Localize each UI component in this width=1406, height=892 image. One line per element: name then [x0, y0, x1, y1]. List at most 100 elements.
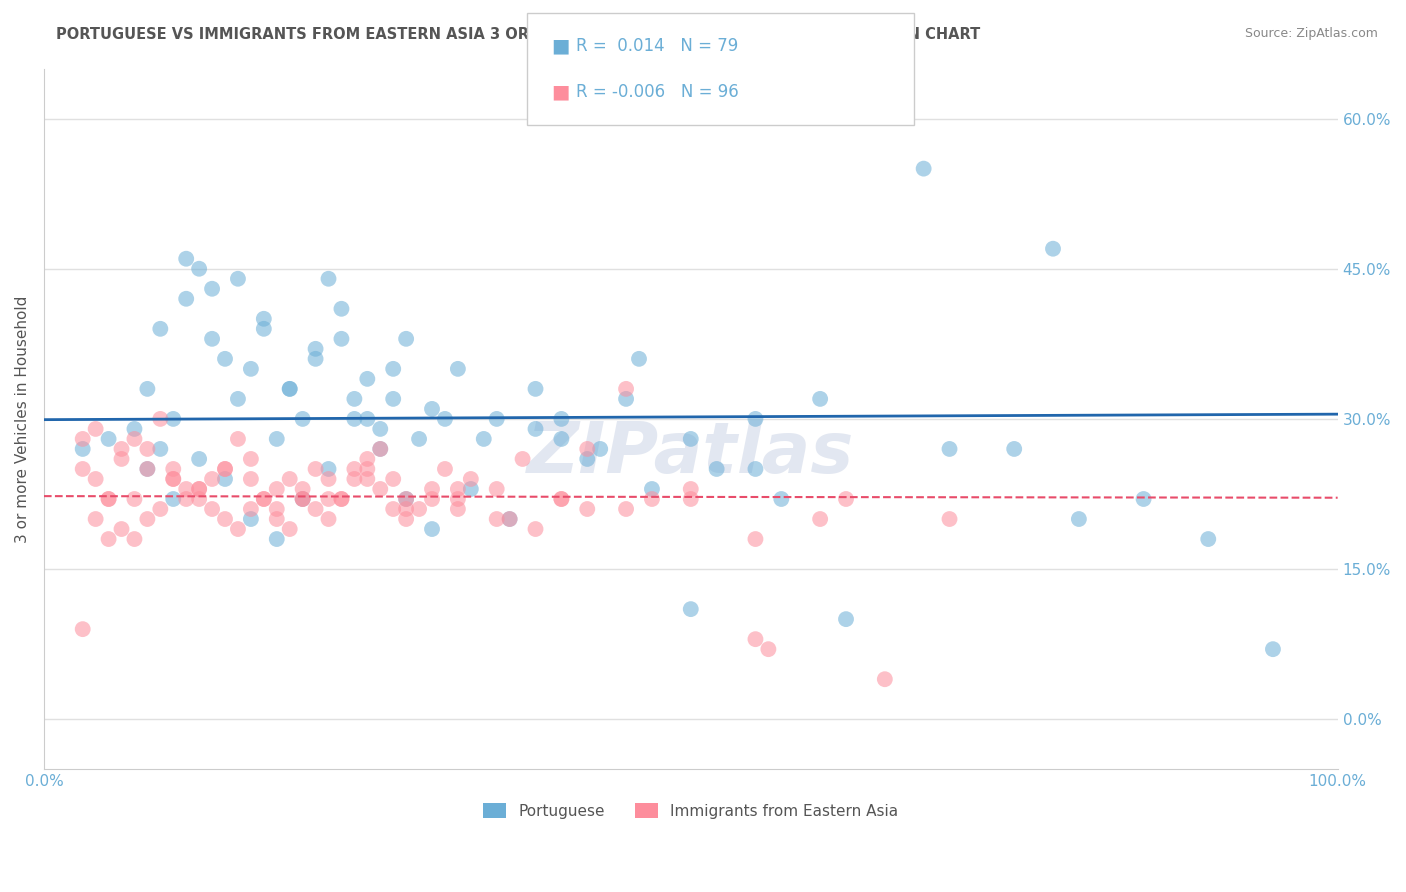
- Point: [524, 522, 547, 536]
- Point: [97, 432, 120, 446]
- Point: [343, 412, 366, 426]
- Point: [110, 442, 132, 456]
- Point: [485, 482, 508, 496]
- Point: [304, 462, 326, 476]
- Point: [304, 502, 326, 516]
- Point: [744, 532, 766, 546]
- Point: [214, 472, 236, 486]
- Point: [614, 382, 637, 396]
- Point: [576, 452, 599, 467]
- Point: [266, 482, 288, 496]
- Point: [912, 161, 935, 176]
- Point: [149, 502, 172, 516]
- Point: [368, 422, 391, 436]
- Text: ■: ■: [551, 37, 569, 56]
- Point: [550, 491, 572, 506]
- Point: [330, 491, 353, 506]
- Point: [188, 482, 211, 496]
- Point: [214, 462, 236, 476]
- Point: [343, 462, 366, 476]
- Point: [512, 452, 534, 467]
- Point: [576, 442, 599, 456]
- Point: [318, 491, 340, 506]
- Point: [136, 382, 159, 396]
- Point: [162, 472, 184, 486]
- Point: [304, 342, 326, 356]
- Point: [318, 472, 340, 486]
- Point: [873, 672, 896, 686]
- Point: [395, 332, 418, 346]
- Point: [679, 602, 702, 616]
- Point: [124, 422, 146, 436]
- Point: [291, 491, 314, 506]
- Point: [382, 392, 405, 406]
- Point: [124, 491, 146, 506]
- Point: [239, 362, 262, 376]
- Point: [395, 491, 418, 506]
- Point: [835, 491, 858, 506]
- Point: [589, 442, 612, 456]
- Point: [641, 491, 664, 506]
- Point: [679, 482, 702, 496]
- Point: [472, 432, 495, 446]
- Point: [408, 432, 430, 446]
- Point: [318, 512, 340, 526]
- Point: [1067, 512, 1090, 526]
- Point: [395, 491, 418, 506]
- Point: [291, 491, 314, 506]
- Point: [433, 412, 456, 426]
- Point: [395, 502, 418, 516]
- Point: [524, 382, 547, 396]
- Point: [253, 311, 276, 326]
- Point: [226, 432, 249, 446]
- Point: [420, 401, 443, 416]
- Point: [188, 482, 211, 496]
- Point: [382, 502, 405, 516]
- Point: [201, 332, 224, 346]
- Text: R = -0.006   N = 96: R = -0.006 N = 96: [576, 83, 740, 101]
- Point: [162, 491, 184, 506]
- Point: [770, 491, 793, 506]
- Point: [226, 272, 249, 286]
- Point: [188, 491, 211, 506]
- Point: [304, 351, 326, 366]
- Point: [356, 412, 378, 426]
- Text: PORTUGUESE VS IMMIGRANTS FROM EASTERN ASIA 3 OR MORE VEHICLES IN HOUSEHOLD CORRE: PORTUGUESE VS IMMIGRANTS FROM EASTERN AS…: [56, 27, 980, 42]
- Point: [614, 392, 637, 406]
- Legend: Portuguese, Immigrants from Eastern Asia: Portuguese, Immigrants from Eastern Asia: [477, 797, 904, 825]
- Point: [84, 422, 107, 436]
- Point: [420, 482, 443, 496]
- Point: [136, 512, 159, 526]
- Point: [174, 482, 197, 496]
- Point: [460, 472, 482, 486]
- Point: [368, 442, 391, 456]
- Point: [368, 442, 391, 456]
- Point: [420, 522, 443, 536]
- Point: [550, 432, 572, 446]
- Point: [550, 412, 572, 426]
- Point: [447, 362, 470, 376]
- Point: [72, 442, 94, 456]
- Point: [1132, 491, 1154, 506]
- Point: [266, 512, 288, 526]
- Point: [1261, 642, 1284, 657]
- Point: [420, 491, 443, 506]
- Point: [524, 422, 547, 436]
- Point: [201, 282, 224, 296]
- Point: [253, 491, 276, 506]
- Point: [382, 362, 405, 376]
- Point: [214, 462, 236, 476]
- Point: [356, 462, 378, 476]
- Point: [550, 491, 572, 506]
- Text: R =  0.014   N = 79: R = 0.014 N = 79: [576, 37, 738, 55]
- Point: [188, 452, 211, 467]
- Point: [291, 482, 314, 496]
- Point: [395, 512, 418, 526]
- Point: [744, 632, 766, 647]
- Point: [1197, 532, 1219, 546]
- Point: [97, 491, 120, 506]
- Point: [97, 491, 120, 506]
- Point: [938, 442, 960, 456]
- Point: [149, 412, 172, 426]
- Point: [97, 532, 120, 546]
